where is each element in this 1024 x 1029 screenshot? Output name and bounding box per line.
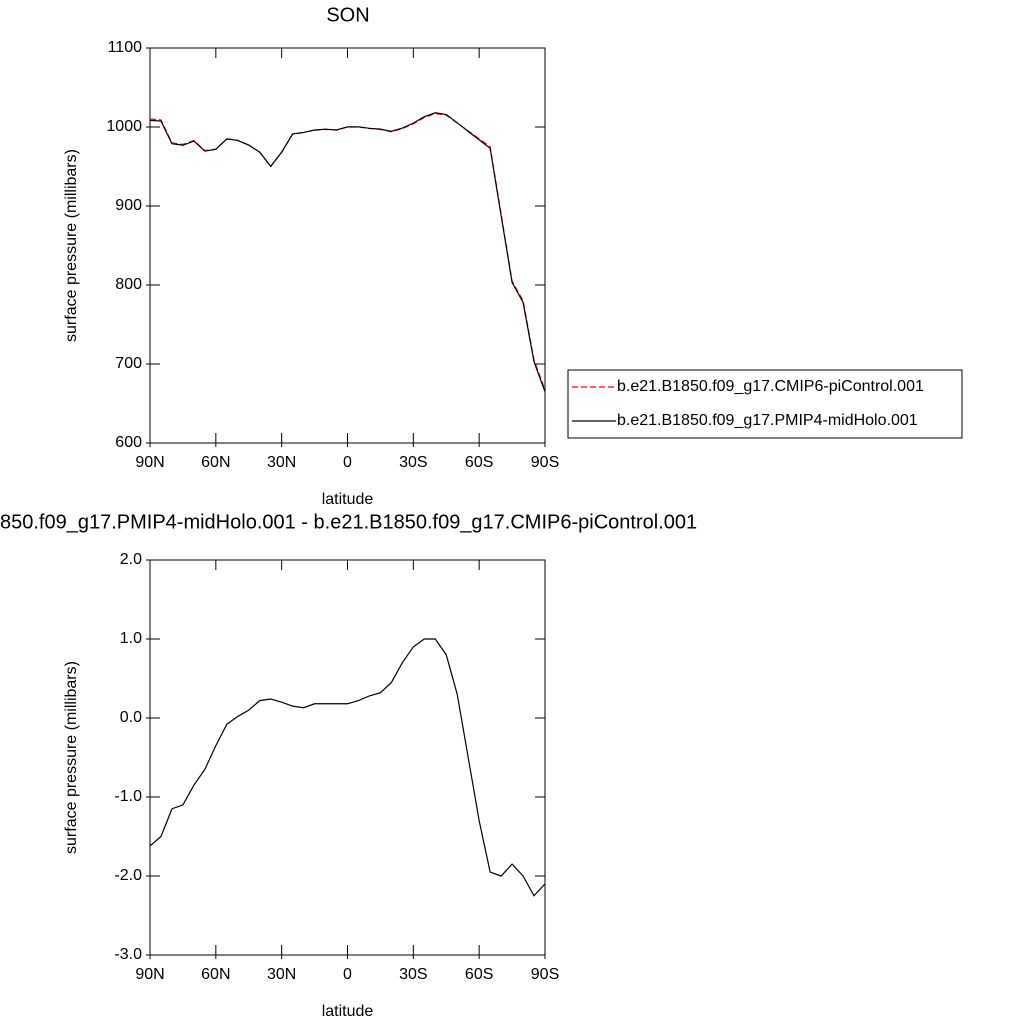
y-axis-label: surface pressure (millibars) [63,661,80,854]
y-tick-label: -1.0 [114,788,142,805]
legend-box [567,369,963,439]
data-line [149,112,546,392]
x-tick-label: 90N [135,966,164,983]
data-line [149,638,546,897]
plot-frame [149,559,546,956]
x-axis-label: latitude [322,491,374,508]
y-tick-label: 0.0 [120,709,142,726]
y-tick-label: -2.0 [114,867,142,884]
legend-label: b.e21.B1850.f09_g17.PMIP4-midHolo.001 [617,412,918,429]
x-tick-label: 30N [267,966,296,983]
plot-frame [149,47,546,444]
chart-title: SON [326,4,369,26]
x-tick-label: 60N [201,966,230,983]
y-tick-label: 600 [115,434,142,451]
y-tick-label: 800 [115,276,142,293]
x-tick-label: 0 [343,966,352,983]
x-tick-label: 30S [399,966,427,983]
x-tick-label: 60N [201,454,230,471]
x-tick-label: 30S [399,454,427,471]
chart-title: 850.f09_g17.PMIP4-midHolo.001 - b.e21.B1… [0,511,697,533]
y-tick-label: 700 [115,355,142,372]
x-axis-label: latitude [322,1003,374,1020]
x-tick-label: 90N [135,454,164,471]
y-axis-label: surface pressure (millibars) [63,149,80,342]
x-tick-label: 60S [465,966,493,983]
x-tick-label: 30N [267,454,296,471]
x-tick-label: 0 [343,454,352,471]
x-tick-label: 60S [465,454,493,471]
legend-label: b.e21.B1850.f09_g17.CMIP6-piControl.001 [617,378,924,395]
data-line [149,112,546,391]
y-tick-label: 1000 [106,118,142,135]
x-tick-label: 90S [531,454,559,471]
y-tick-label: 900 [115,197,142,214]
y-tick-label: 1100 [108,39,143,56]
x-tick-label: 90S [531,966,559,983]
y-tick-label: 2.0 [120,551,142,568]
y-tick-label: 1.0 [120,630,142,647]
y-tick-label: -3.0 [114,946,142,963]
